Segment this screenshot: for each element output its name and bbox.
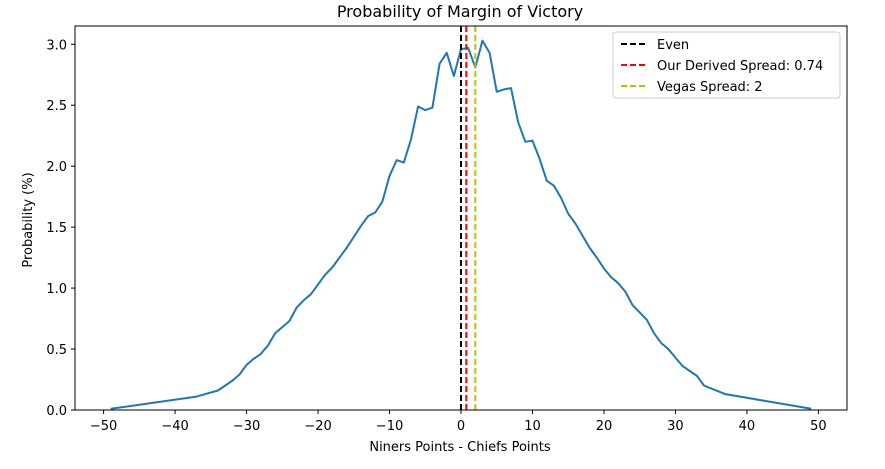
y-tick-label: 2.0 xyxy=(46,160,67,175)
legend-label-0: Even xyxy=(657,38,689,53)
y-axis-label: Probability (%) xyxy=(21,172,36,267)
legend-label-2: Vegas Spread: 2 xyxy=(657,80,763,95)
y-tick-label: 1.5 xyxy=(46,221,67,236)
y-tick-label: 1.0 xyxy=(46,282,67,297)
legend-box xyxy=(612,31,841,99)
x-tick-label: 40 xyxy=(739,419,756,434)
x-tick-label: 30 xyxy=(667,419,684,434)
x-tick-label: −40 xyxy=(161,419,188,434)
x-tick-label: −10 xyxy=(376,419,403,434)
x-axis-label: Niners Points - Chiefs Points xyxy=(369,440,551,455)
legend-label-1: Our Derived Spread: 0.74 xyxy=(657,59,823,74)
plot-area: −50 −40 −30 −20 −10 0 10 20 30 40 50 0.0 0.5 1.0 1.5 2.… xyxy=(46,25,848,434)
legend: Even Our Derived Spread: 0.74 Vegas Spread… xyxy=(612,31,841,99)
x-tick-label: −20 xyxy=(304,419,331,434)
y-tick-label: 2.5 xyxy=(46,99,67,114)
x-tick-label: 20 xyxy=(596,419,613,434)
x-tick-label: −50 xyxy=(90,419,117,434)
x-tick-label: 50 xyxy=(810,419,827,434)
x-tick-label: 10 xyxy=(524,419,541,434)
x-tick-label: −30 xyxy=(233,419,260,434)
y-tick-label: 3.0 xyxy=(46,38,67,53)
x-tick-label: 0 xyxy=(457,419,465,434)
chart-title: Probability of Margin of Victory xyxy=(337,2,583,21)
y-tick-label: 0.5 xyxy=(46,343,67,358)
y-tick-label: 0.0 xyxy=(46,404,67,419)
